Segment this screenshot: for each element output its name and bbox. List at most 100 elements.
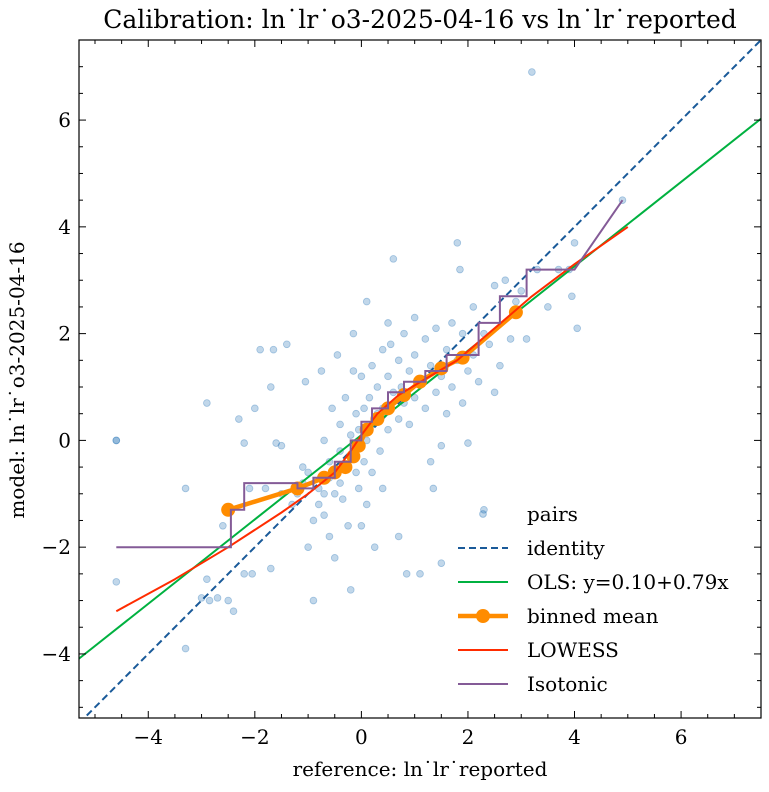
- scatter-point: [330, 489, 339, 498]
- axes-frame: [78, 39, 762, 719]
- scatter-point: [544, 303, 552, 311]
- x-tick-label: 2: [462, 725, 475, 749]
- x-tick-label: 0: [355, 725, 368, 749]
- scatter-point: [410, 313, 419, 322]
- legend-entry: identity: [458, 536, 605, 560]
- scatter-point: [357, 372, 366, 381]
- scatter-point: [384, 319, 392, 327]
- scatter-point: [267, 383, 275, 391]
- scatter-point: [362, 500, 371, 509]
- scatter-point: [272, 439, 280, 447]
- legend-entry: LOWESS: [458, 638, 619, 662]
- scatter-point: [277, 441, 286, 450]
- scatter-point: [386, 340, 395, 349]
- scatter-point: [354, 484, 363, 493]
- scatter-point: [442, 409, 451, 418]
- scatter-point: [336, 420, 344, 429]
- scatter-point: [368, 361, 376, 370]
- scatter-point: [245, 484, 254, 493]
- scatter-point: [338, 495, 347, 503]
- scatter-point: [325, 532, 334, 541]
- scatter-point: [317, 367, 326, 375]
- scatter-point: [269, 345, 278, 354]
- legend-label: identity: [527, 536, 605, 560]
- y-tick-label: 4: [58, 215, 71, 239]
- scatter-point: [528, 68, 536, 76]
- scatter-point: [365, 393, 374, 402]
- scatter-point: [501, 276, 510, 285]
- scatter-point: [181, 644, 190, 653]
- scatter-point: [229, 607, 238, 616]
- scatter-point: [437, 559, 446, 567]
- scatter-point: [522, 335, 531, 343]
- scatter-point: [205, 596, 214, 605]
- scatter-point: [328, 404, 336, 413]
- scatter-point: [320, 511, 328, 519]
- scatter-point: [320, 436, 328, 445]
- x-tick-label: −4: [134, 725, 163, 749]
- scatter-point: [378, 484, 387, 493]
- scatter-point: [453, 239, 462, 247]
- scatter-point: [469, 303, 478, 311]
- scatter-point: [224, 596, 232, 605]
- scatter-point: [400, 329, 408, 338]
- scatter-point: [416, 570, 424, 578]
- axes: −4 −2 0 2 4 6 −4 −2 0 2 4 6: [42, 39, 762, 749]
- legend-label: binned mean: [527, 604, 659, 628]
- scatter-point: [301, 377, 310, 386]
- scatter-point: [410, 393, 419, 402]
- x-tick-label: 6: [675, 725, 688, 749]
- scatter-point: [352, 409, 360, 418]
- scatter-point: [314, 500, 323, 509]
- scatter-point: [248, 570, 256, 578]
- legend-label: LOWESS: [527, 638, 619, 662]
- scatter-point: [352, 468, 360, 477]
- legend-label: pairs: [527, 502, 578, 526]
- scatter-point: [573, 324, 581, 333]
- scatter-point: [349, 329, 358, 338]
- binned-mean-marker: [508, 305, 523, 320]
- legend-entry: OLS: y=0.10+0.79x: [458, 570, 729, 594]
- binned-mean-marker: [370, 412, 385, 427]
- scatter-point: [344, 522, 352, 530]
- scatter-point: [456, 265, 464, 274]
- scatter-point: [432, 324, 440, 333]
- scatter-point: [112, 436, 121, 445]
- scatter-point: [256, 345, 264, 354]
- y-tick-label: −2: [42, 535, 71, 559]
- scatter-point: [235, 415, 243, 423]
- scatter-point: [346, 431, 355, 439]
- scatter-point: [219, 522, 227, 530]
- scatter-point: [349, 367, 358, 375]
- scatter-point: [309, 516, 318, 525]
- scatter-point: [464, 439, 472, 447]
- scatter-point: [368, 468, 376, 477]
- x-tick-label: 4: [568, 725, 581, 749]
- isotonic-line: [116, 199, 624, 549]
- scatter-point: [357, 522, 366, 530]
- legend-label: Isotonic: [527, 672, 608, 696]
- scatter-point: [213, 594, 222, 602]
- scatter-point: [429, 484, 438, 493]
- scatter-point: [373, 383, 382, 391]
- scatter-point: [240, 439, 248, 447]
- scatter-point: [370, 543, 379, 551]
- scatter-point: [333, 351, 342, 359]
- scatter-point: [203, 399, 211, 407]
- scatter-point: [405, 367, 414, 375]
- scatter-point: [421, 335, 430, 343]
- x-tick-label: −2: [240, 725, 269, 749]
- scatter-point: [394, 532, 403, 541]
- binned-mean-marker: [351, 438, 366, 453]
- scatter-point: [389, 255, 398, 263]
- scatter-point: [421, 404, 430, 413]
- plot-area: [79, 40, 761, 718]
- scatter-point: [304, 468, 312, 477]
- legend-entry: binned mean: [458, 604, 659, 628]
- y-tick-label: 6: [58, 108, 71, 132]
- scatter-point: [112, 578, 121, 586]
- scatter-point: [448, 319, 456, 327]
- scatter-point: [426, 361, 435, 370]
- scatter-point: [394, 415, 403, 423]
- scatter-point: [309, 596, 318, 605]
